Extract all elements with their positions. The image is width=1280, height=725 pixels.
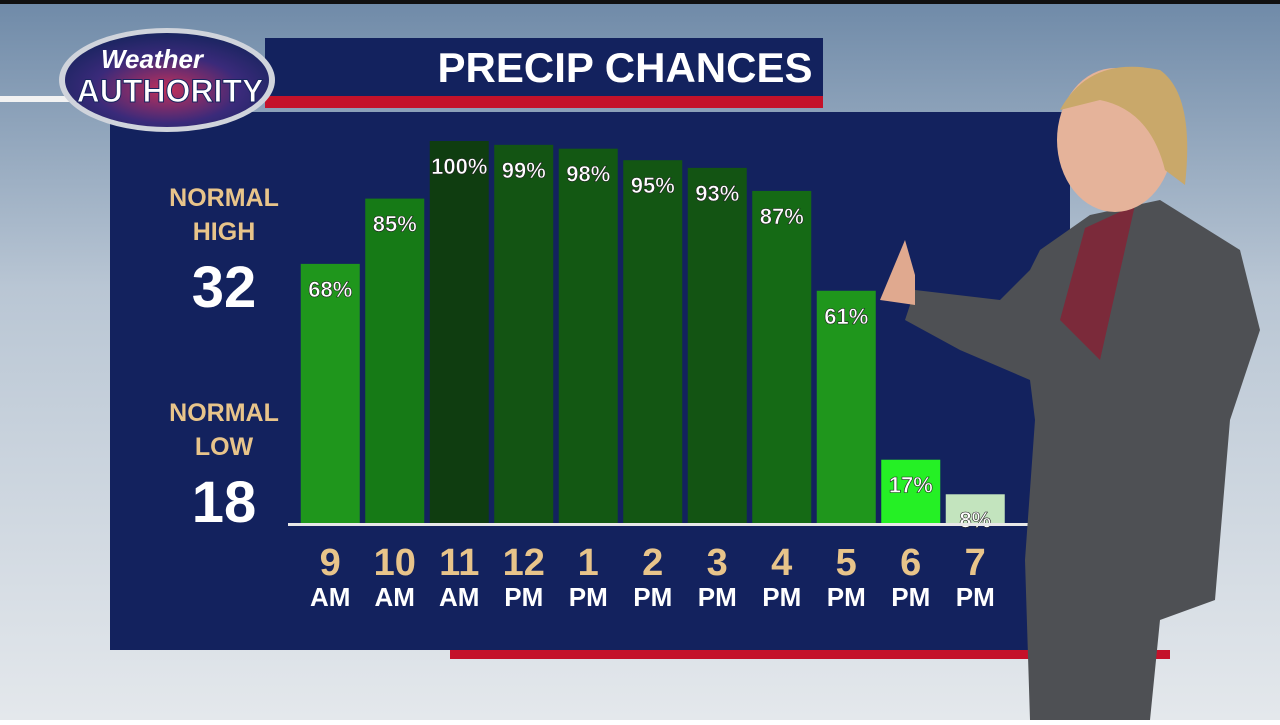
bar xyxy=(623,160,683,525)
value-label: 68% xyxy=(308,277,352,302)
presenter xyxy=(880,66,1260,720)
logo-text: Weather xyxy=(101,44,205,74)
x-tick-label: AM xyxy=(375,582,415,612)
side-label: HIGH xyxy=(193,218,256,246)
side-label: NORMAL xyxy=(169,399,279,427)
x-tick-label: PM xyxy=(762,582,801,612)
x-tick-label: 3 xyxy=(707,542,728,584)
x-tick-label: 6 xyxy=(900,542,921,584)
side-value: 18 xyxy=(192,470,257,535)
bar xyxy=(945,494,1005,525)
x-tick-label: PM xyxy=(891,582,930,612)
x-tick-label: 7 xyxy=(965,542,986,584)
side-label: NORMAL xyxy=(169,184,279,212)
panel-stripe xyxy=(450,650,1170,659)
value-label: 98% xyxy=(566,162,610,187)
suit xyxy=(905,200,1260,720)
value-label: 17% xyxy=(889,473,933,498)
x-tick-label: 1 xyxy=(578,542,599,584)
logo xyxy=(65,33,269,127)
x-tick-label: 11 xyxy=(439,542,479,584)
value-label: 93% xyxy=(695,181,739,206)
bar xyxy=(365,198,425,525)
x-tick-label: PM xyxy=(504,582,543,612)
bar xyxy=(881,459,941,525)
x-tick-label: AM xyxy=(439,582,479,612)
value-label: 87% xyxy=(760,204,804,229)
value-label: 61% xyxy=(824,304,868,329)
x-tick-label: 5 xyxy=(836,542,857,584)
value-label: 100% xyxy=(431,154,487,179)
x-tick-label: PM xyxy=(569,582,608,612)
bar xyxy=(300,263,360,525)
value-label: 95% xyxy=(631,173,675,198)
bar xyxy=(687,167,747,525)
x-tick-label: PM xyxy=(827,582,866,612)
logo-text: AUTHORITY xyxy=(77,73,264,109)
x-tick-label: 12 xyxy=(503,542,545,584)
value-label: 99% xyxy=(502,158,546,183)
bar xyxy=(816,290,876,525)
x-tick-label: PM xyxy=(698,582,737,612)
baseline xyxy=(288,523,1048,526)
x-tick-label: PM xyxy=(633,582,672,612)
x-tick-label: PM xyxy=(956,582,995,612)
title-banner xyxy=(265,38,823,100)
shirt xyxy=(1060,205,1135,360)
chart-title: PRECIP CHANCES xyxy=(438,44,813,91)
x-tick-label: 2 xyxy=(642,542,663,584)
side-value: 32 xyxy=(192,255,257,320)
top-edge xyxy=(0,0,1280,4)
bar xyxy=(429,141,489,525)
title-stripe xyxy=(265,96,823,108)
bar xyxy=(494,144,554,525)
bar xyxy=(558,148,618,525)
bar xyxy=(752,190,812,526)
x-tick-label: AM xyxy=(310,582,350,612)
hair xyxy=(1060,66,1188,185)
value-label: 85% xyxy=(373,212,417,237)
value-label: 8% xyxy=(959,507,991,532)
x-tick-label: 4 xyxy=(771,542,792,584)
hand xyxy=(880,240,915,305)
x-tick-label: 10 xyxy=(374,542,416,584)
side-label: LOW xyxy=(195,433,254,461)
x-tick-label: 9 xyxy=(320,542,341,584)
